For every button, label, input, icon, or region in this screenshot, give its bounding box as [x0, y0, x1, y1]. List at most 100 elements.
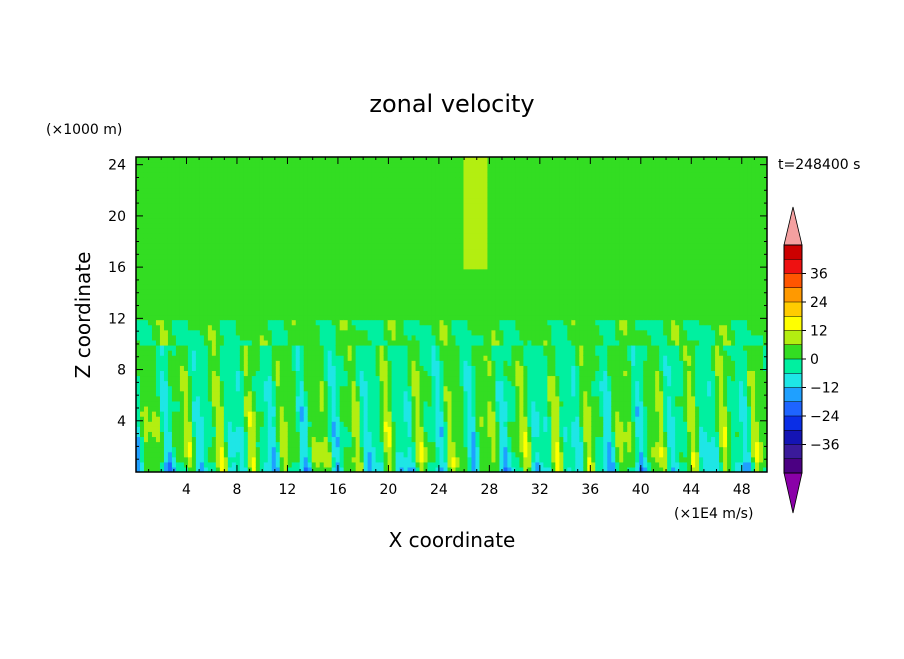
field-cell [187, 314, 193, 321]
field-cell [263, 380, 269, 387]
field-cell [259, 294, 265, 300]
field-cell [151, 289, 157, 295]
field-cell [243, 253, 249, 260]
field-cell [403, 304, 409, 311]
field-cell [403, 233, 409, 239]
field-cell [223, 309, 229, 316]
field-cell [399, 278, 405, 285]
field-cell [379, 375, 385, 382]
field-cell [219, 416, 225, 422]
field-cell [219, 278, 225, 285]
field-cell [407, 258, 413, 265]
field-cell [263, 456, 269, 463]
field-cell [347, 446, 353, 453]
field-cell [167, 172, 173, 178]
field-cell [275, 157, 281, 163]
field-cell [239, 344, 245, 351]
field-cell [411, 278, 417, 285]
field-cell [371, 400, 377, 407]
field-cell [171, 461, 177, 468]
field-cell [223, 385, 229, 392]
field-cell [451, 217, 457, 224]
field-cell [271, 278, 277, 285]
field-cell [443, 162, 449, 168]
field-cell [203, 187, 209, 194]
field-cell [295, 365, 301, 371]
field-cell [251, 339, 257, 346]
field-cell [307, 360, 313, 366]
field-cell [403, 278, 409, 285]
field-cell [227, 339, 233, 346]
field-cell [307, 390, 313, 397]
field-cell [351, 233, 357, 239]
field-cell [167, 284, 173, 290]
field-cell [279, 421, 285, 427]
field-cell [295, 304, 301, 311]
field-cell [187, 263, 193, 270]
field-cell [367, 238, 373, 244]
field-cell [375, 217, 381, 224]
field-cell [267, 284, 273, 290]
field-cell [175, 416, 181, 422]
field-cell [383, 172, 389, 178]
field-cell [259, 380, 265, 387]
field-cell [427, 233, 433, 239]
field-cell [355, 248, 361, 255]
field-cell [199, 466, 205, 472]
field-cell [271, 461, 277, 468]
field-cell [136, 299, 141, 305]
field-cell [207, 263, 213, 270]
field-cell [183, 217, 189, 224]
field-cell [163, 334, 169, 341]
field-cell [163, 314, 169, 321]
field-cell [163, 395, 169, 402]
field-cell [419, 411, 425, 417]
field-cell [147, 360, 153, 366]
field-cell [275, 390, 281, 397]
field-cell [443, 390, 449, 397]
field-cell [327, 253, 333, 260]
field-cell [215, 400, 221, 407]
field-cell [411, 370, 417, 377]
field-cell [339, 304, 345, 311]
field-cell [447, 421, 453, 427]
field-cell [339, 385, 345, 392]
field-cell [219, 380, 225, 387]
field-cell [167, 273, 173, 280]
field-cell [207, 258, 213, 265]
field-cell [351, 436, 357, 443]
field-cell [367, 466, 373, 472]
field-cell [163, 223, 169, 229]
field-cell [335, 446, 341, 453]
field-cell [399, 456, 405, 463]
field-cell [279, 400, 285, 407]
field-cell [307, 217, 313, 224]
field-cell [231, 217, 237, 224]
field-cell [455, 431, 461, 438]
field-cell [379, 395, 385, 402]
field-cell [367, 416, 373, 422]
field-cell [443, 172, 449, 178]
field-cell [136, 217, 141, 224]
field-cell [447, 284, 453, 290]
field-cell [323, 228, 329, 234]
field-cell [299, 319, 305, 326]
field-cell [379, 284, 385, 290]
field-cell [347, 309, 353, 316]
field-cell [331, 268, 337, 275]
field-cell [215, 223, 221, 229]
field-cell [391, 162, 397, 168]
field-cell [231, 309, 237, 316]
field-cell [263, 461, 269, 468]
field-cell [315, 461, 321, 468]
field-cell [327, 344, 333, 351]
field-cell [211, 223, 217, 229]
field-cell [447, 192, 453, 199]
field-cell [147, 370, 153, 377]
field-cell [179, 344, 185, 351]
field-cell [319, 314, 325, 321]
field-cell [283, 405, 289, 412]
field-cell [339, 466, 345, 472]
field-cell [255, 248, 261, 255]
field-cell [343, 228, 349, 234]
